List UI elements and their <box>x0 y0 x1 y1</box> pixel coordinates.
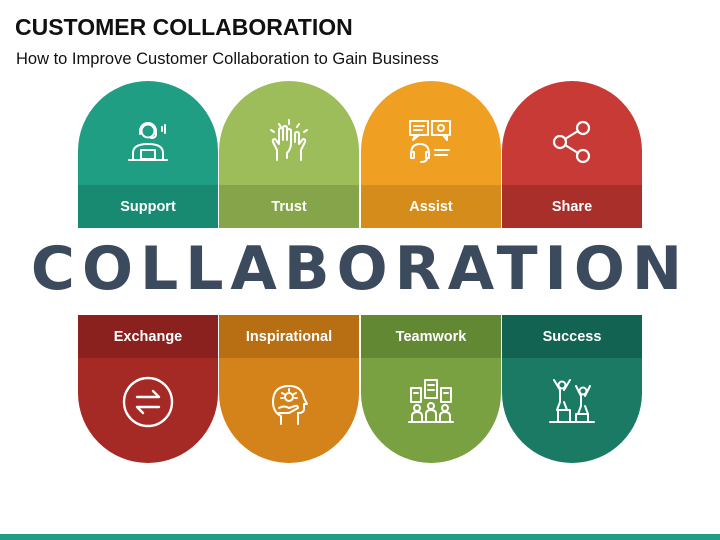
share-icon <box>549 119 595 165</box>
card-label-share: Share <box>502 185 642 228</box>
celebrating-people-icon <box>546 376 598 428</box>
card-label-support: Support <box>78 185 218 228</box>
inspiration-head-icon <box>263 376 315 428</box>
card-success: Success <box>502 315 642 463</box>
card-label-inspirational: Inspirational <box>219 315 359 358</box>
headset-agent-icon <box>123 117 173 167</box>
page-title: CUSTOMER COLLABORATION <box>15 14 353 40</box>
card-exchange: Exchange <box>78 315 218 463</box>
page-subtitle: How to Improve Customer Collaboration to… <box>16 50 439 68</box>
card-share: Share <box>502 81 642 228</box>
card-label-success: Success <box>502 315 642 358</box>
card-teamwork: Teamwork <box>361 315 501 463</box>
support-chat-icon <box>405 116 457 168</box>
bottom-accent-line <box>0 534 720 540</box>
team-building-icon <box>405 376 457 428</box>
collaboration-heading: COLLABORATION <box>30 234 690 304</box>
card-assist: Assist <box>361 81 501 228</box>
card-label-exchange: Exchange <box>78 315 218 358</box>
card-trust: Trust <box>219 81 359 228</box>
exchange-arrows-icon <box>121 375 175 429</box>
card-support: Support <box>78 81 218 228</box>
raised-hands-icon <box>263 116 315 168</box>
card-inspirational: Inspirational <box>219 315 359 463</box>
card-label-trust: Trust <box>219 185 359 228</box>
card-label-assist: Assist <box>361 185 501 228</box>
card-label-teamwork: Teamwork <box>361 315 501 358</box>
